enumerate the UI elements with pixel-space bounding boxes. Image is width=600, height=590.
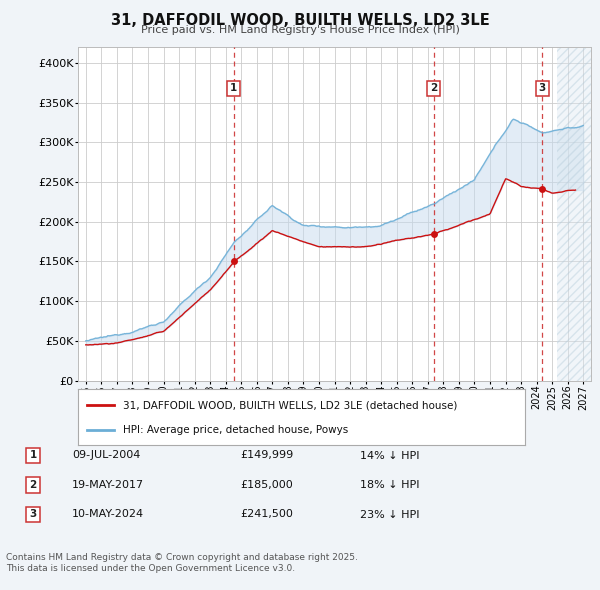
Bar [557,47,591,381]
Text: 3: 3 [29,510,37,519]
Text: This data is licensed under the Open Government Licence v3.0.: This data is licensed under the Open Gov… [6,565,295,573]
Text: £149,999: £149,999 [240,451,293,460]
Text: 14% ↓ HPI: 14% ↓ HPI [360,451,419,460]
Text: Price paid vs. HM Land Registry's House Price Index (HPI): Price paid vs. HM Land Registry's House … [140,25,460,35]
Text: 1: 1 [230,83,238,93]
Text: 31, DAFFODIL WOOD, BUILTH WELLS, LD2 3LE (detached house): 31, DAFFODIL WOOD, BUILTH WELLS, LD2 3LE… [123,400,457,410]
Text: 10-MAY-2024: 10-MAY-2024 [72,510,144,519]
Text: Contains HM Land Registry data © Crown copyright and database right 2025.: Contains HM Land Registry data © Crown c… [6,553,358,562]
Text: 3: 3 [539,83,546,93]
Text: 1: 1 [29,451,37,460]
Text: 23% ↓ HPI: 23% ↓ HPI [360,510,419,519]
Text: £185,000: £185,000 [240,480,293,490]
Text: 2: 2 [29,480,37,490]
Text: 2: 2 [430,83,437,93]
Text: HPI: Average price, detached house, Powys: HPI: Average price, detached house, Powy… [123,425,348,435]
Text: 18% ↓ HPI: 18% ↓ HPI [360,480,419,490]
Text: 09-JUL-2004: 09-JUL-2004 [72,451,140,460]
Text: 31, DAFFODIL WOOD, BUILTH WELLS, LD2 3LE: 31, DAFFODIL WOOD, BUILTH WELLS, LD2 3LE [110,13,490,28]
Text: 19-MAY-2017: 19-MAY-2017 [72,480,144,490]
Text: £241,500: £241,500 [240,510,293,519]
